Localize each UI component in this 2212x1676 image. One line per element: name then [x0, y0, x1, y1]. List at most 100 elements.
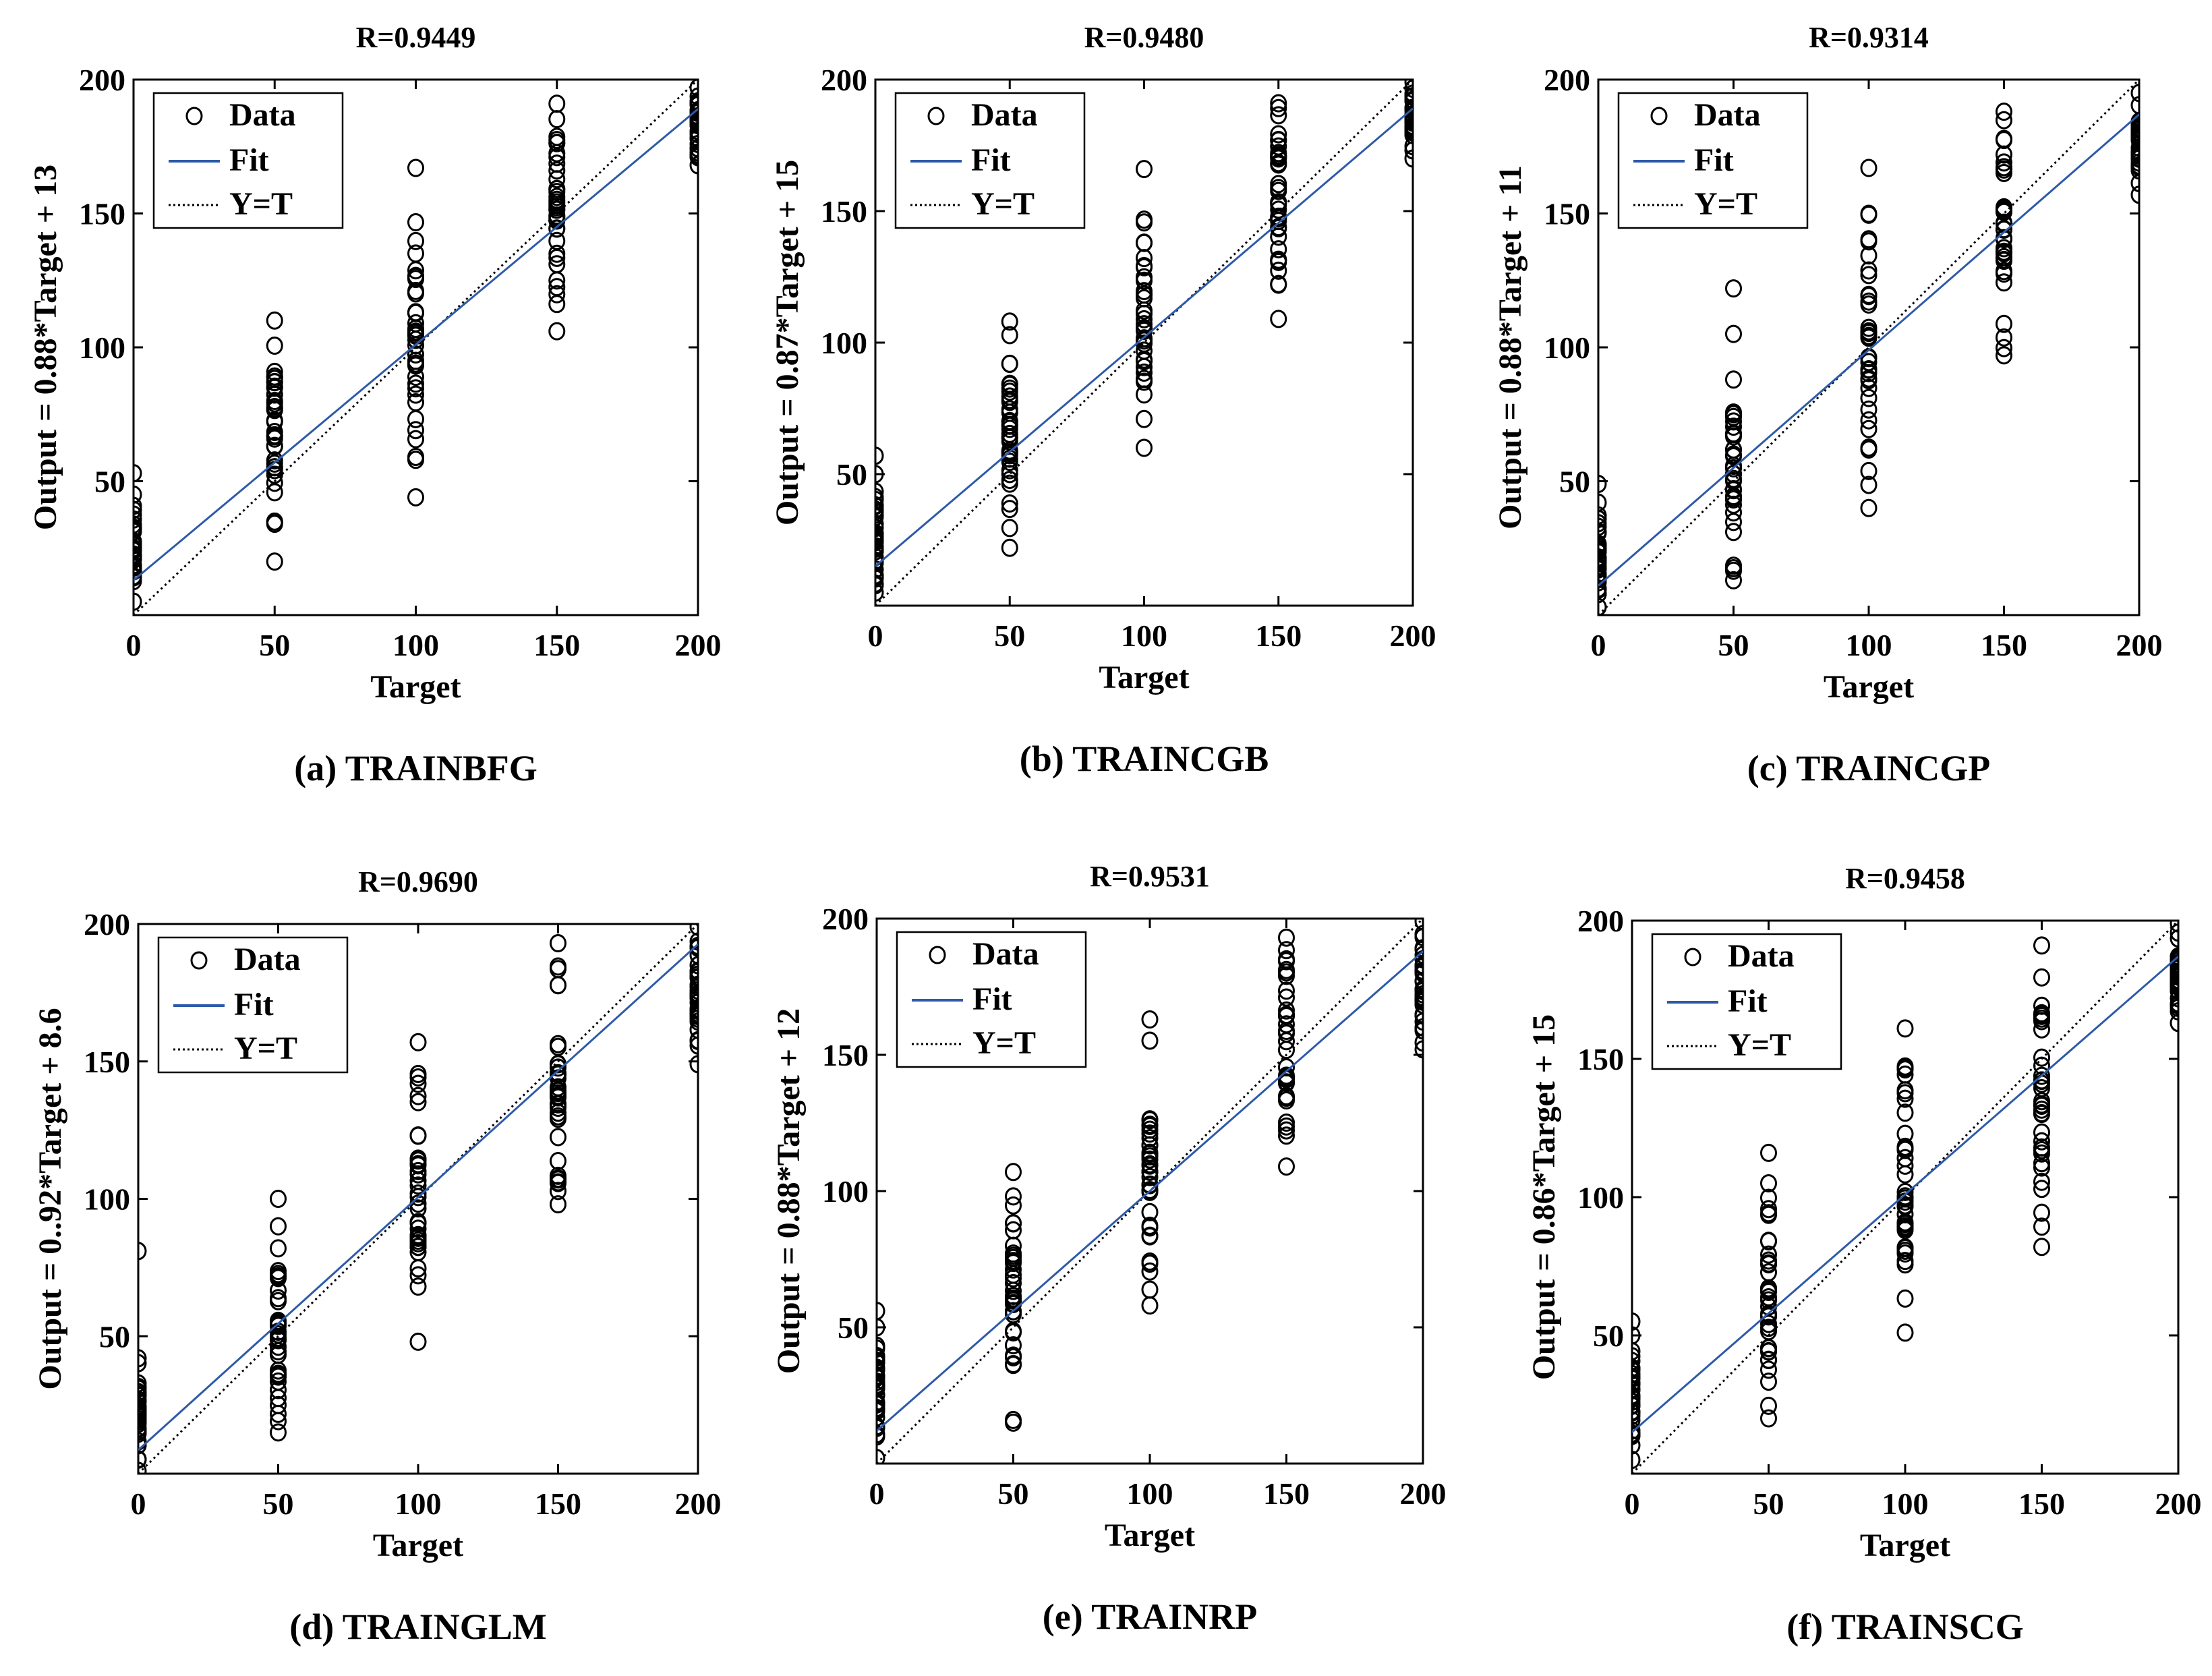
data-point — [134, 558, 142, 577]
data-point — [1632, 1352, 1641, 1370]
data-point — [270, 1365, 287, 1384]
data-point — [548, 200, 566, 219]
data-point — [407, 447, 424, 466]
legend-entry-label: Fit — [971, 142, 1011, 178]
data-point — [1860, 475, 1878, 494]
legend-entry-label: Fit — [229, 142, 269, 178]
data-point — [270, 1267, 287, 1285]
data-point — [689, 937, 698, 956]
data-point — [1136, 210, 1153, 229]
legend: Data Fit Y=T — [894, 92, 1086, 229]
data-point — [409, 1033, 427, 1051]
data-point — [877, 1353, 885, 1372]
data-point — [1278, 1117, 1295, 1136]
data-point — [407, 356, 424, 375]
data-point — [1141, 1280, 1159, 1299]
data-point — [1001, 312, 1018, 331]
chart-title: R=0.9314 — [1809, 21, 1929, 54]
data-point — [1001, 403, 1018, 422]
data-column-x50 — [1725, 279, 1742, 589]
data-point — [409, 1093, 427, 1111]
data-point — [138, 1414, 147, 1433]
data-point — [1996, 160, 2012, 179]
plot-area — [138, 924, 698, 1474]
data-point — [2033, 1158, 2050, 1177]
data-point — [1860, 360, 1878, 379]
y-tick-label: 150 — [822, 1038, 869, 1072]
data-point — [877, 1449, 885, 1464]
data-point — [1632, 1312, 1641, 1331]
data-point — [1404, 107, 1413, 126]
legend: Data Fit Y=T — [896, 931, 1087, 1068]
data-point — [409, 1176, 427, 1195]
data-point — [689, 1012, 698, 1031]
data-point — [409, 1172, 427, 1190]
data-point — [1725, 571, 1742, 589]
data-point — [407, 303, 424, 322]
data-point — [266, 367, 283, 386]
data-point — [1414, 925, 1423, 944]
data-point — [266, 427, 283, 446]
panel-caption: (c) TRAINCGP — [1747, 748, 1990, 788]
data-point — [1005, 1265, 1022, 1284]
data-point — [270, 1404, 287, 1423]
data-point — [1141, 1216, 1159, 1235]
data-point — [2170, 989, 2178, 1008]
data-point — [2033, 1100, 2050, 1119]
data-point — [550, 1107, 566, 1126]
data-point — [689, 92, 698, 111]
data-point — [138, 1462, 147, 1474]
data-point — [266, 401, 283, 420]
x-tick-label: 200 — [1390, 618, 1436, 653]
fit-line — [1632, 956, 2178, 1433]
data-point — [1005, 1214, 1022, 1233]
data-point — [266, 465, 283, 484]
data-point — [548, 110, 566, 129]
x-axis-label: Target — [370, 669, 461, 705]
y-tick-label: 200 — [822, 902, 869, 936]
data-point — [877, 1408, 885, 1426]
data-point — [134, 510, 142, 529]
data-point — [1725, 412, 1742, 431]
data-point — [1404, 119, 1413, 138]
data-point — [1270, 144, 1287, 163]
data-point — [2130, 84, 2139, 103]
x-tick-label: 50 — [259, 628, 290, 662]
data-point — [1278, 928, 1295, 947]
panel-caption: (e) TRAINRP — [1043, 1596, 1257, 1637]
y-tick-label: 150 — [821, 194, 867, 229]
data-point — [1725, 445, 1742, 464]
data-point — [2170, 921, 2178, 933]
data-point — [689, 1020, 698, 1039]
data-point — [1141, 1182, 1159, 1201]
data-point — [2033, 1066, 2050, 1085]
data-point — [550, 976, 566, 995]
data-point — [1760, 1245, 1777, 1264]
data-point — [689, 1055, 698, 1074]
data-point — [409, 1332, 427, 1351]
data-point — [1136, 268, 1153, 287]
data-point — [1632, 1387, 1641, 1406]
data-point — [1278, 941, 1295, 960]
data-point — [134, 485, 142, 504]
data-point — [1725, 279, 1742, 298]
x-tick-label: 150 — [2018, 1486, 2065, 1521]
data-point — [270, 1190, 287, 1208]
data-point — [2130, 185, 2139, 204]
circle-marker-icon — [1684, 948, 1701, 966]
data-point — [689, 965, 698, 984]
y-tick-label: 50 — [836, 457, 867, 492]
y-tick-label: 100 — [79, 330, 125, 365]
data-point — [1725, 417, 1742, 436]
y-tick-label: 150 — [1544, 197, 1590, 231]
data-point — [1278, 952, 1295, 971]
data-point — [407, 261, 424, 280]
data-point — [2170, 929, 2178, 948]
data-point — [875, 576, 884, 595]
data-point — [1414, 985, 1423, 1004]
panel-caption: (f) TRAINSCG — [1786, 1607, 2024, 1647]
data-point — [1001, 538, 1018, 557]
data-point — [1860, 388, 1878, 407]
data-point — [1270, 155, 1287, 174]
